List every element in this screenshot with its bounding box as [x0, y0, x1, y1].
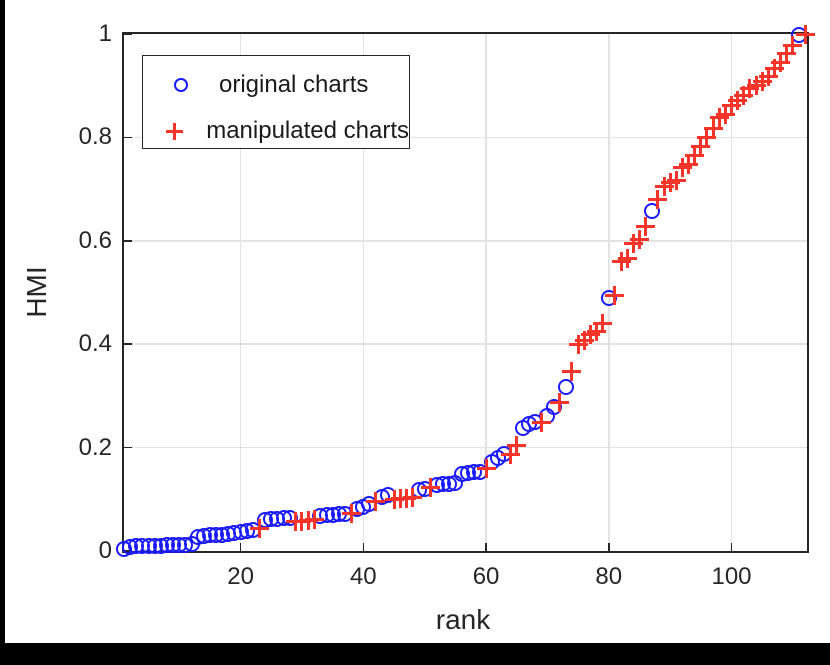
y-gridline [124, 240, 807, 242]
data-point-manipulated [668, 173, 672, 193]
y-tick-label: 0.6 [78, 226, 112, 254]
data-point-manipulated [705, 127, 709, 147]
y-tick-mark [124, 240, 132, 242]
data-point-manipulated [601, 314, 605, 334]
data-point-manipulated [349, 503, 353, 523]
data-point-manipulated [484, 459, 488, 479]
manipulated-plus-marker-icon [143, 122, 206, 140]
data-point-manipulated [754, 76, 758, 96]
data-point-manipulated [595, 322, 599, 342]
data-point-manipulated [785, 44, 789, 64]
data-point-manipulated [515, 435, 519, 455]
data-point-manipulated [558, 392, 562, 412]
y-tick-mark [124, 343, 132, 345]
x-tick-label: 100 [711, 563, 752, 590]
y-gridline [124, 446, 807, 449]
x-tick-mark [608, 543, 610, 551]
legend-box: original charts manipulated charts [142, 55, 410, 149]
x-tick-mark [239, 543, 242, 551]
legend-item-original: original charts [143, 65, 409, 105]
data-point-manipulated [760, 72, 764, 92]
y-tick-label: 0.4 [78, 330, 112, 358]
data-point-manipulated [631, 233, 635, 253]
data-point-original [643, 202, 660, 219]
y-gridline [124, 343, 807, 345]
y-tick-mark [124, 136, 132, 139]
x-gridline [730, 34, 733, 551]
data-point-manipulated [730, 95, 734, 115]
x-tick-label: 80 [595, 563, 623, 590]
y-tick-mark [124, 33, 132, 35]
data-point-manipulated [693, 145, 697, 165]
data-point-manipulated [374, 492, 378, 512]
data-point-manipulated [509, 445, 513, 465]
data-point-manipulated [711, 119, 715, 139]
x-tick-label: 20 [227, 563, 254, 590]
data-point-manipulated [748, 78, 752, 98]
data-point-manipulated [687, 154, 691, 174]
x-gridline [362, 34, 365, 551]
x-tick-label: 60 [472, 563, 500, 590]
data-point-manipulated [699, 137, 703, 157]
data-point-manipulated [410, 488, 414, 508]
data-point-manipulated [736, 90, 740, 110]
data-point-manipulated [742, 85, 746, 105]
data-point-manipulated [723, 104, 727, 124]
original-circle-marker-icon [143, 78, 219, 92]
data-point-manipulated [619, 251, 623, 271]
data-point-manipulated [766, 66, 770, 86]
data-point-manipulated [637, 230, 641, 250]
data-point-manipulated [257, 519, 261, 539]
data-point-manipulated [662, 177, 666, 196]
legend-label-manipulated: manipulated charts [206, 117, 409, 144]
y-tick-label: 1 [98, 20, 112, 47]
data-point-manipulated [625, 249, 629, 269]
data-point-manipulated [582, 330, 586, 350]
y-tick-mark [124, 446, 132, 449]
data-point-manipulated [791, 35, 795, 55]
data-point-manipulated [570, 361, 574, 381]
legend-label-original: original charts [219, 71, 369, 98]
data-point-manipulated [539, 413, 543, 433]
data-point-manipulated [803, 24, 807, 44]
x-tick-mark [362, 543, 365, 551]
data-point-manipulated [717, 108, 721, 128]
x-gridline [239, 34, 242, 551]
legend-item-manipulated: manipulated charts [143, 111, 409, 151]
data-point-manipulated [429, 478, 433, 498]
y-tick-label: 0.2 [78, 433, 112, 461]
data-point-manipulated [613, 286, 617, 306]
x-axis-label: rank [435, 604, 491, 635]
screen-edge-left [0, 0, 5, 665]
y-gridline [124, 136, 807, 139]
y-tick-label: 0.8 [78, 123, 112, 151]
data-point-manipulated [588, 325, 592, 345]
x-tick-mark [730, 543, 733, 551]
data-point-manipulated [312, 510, 316, 530]
y-axis-label: HMI [21, 266, 52, 318]
data-point-manipulated [656, 189, 660, 209]
data-point-manipulated [779, 52, 783, 72]
x-tick-label: 40 [349, 563, 377, 590]
data-point-manipulated [644, 216, 648, 236]
x-gridline [485, 34, 487, 551]
screen-edge-bottom [0, 643, 830, 665]
y-tick-label: 0 [98, 537, 112, 564]
x-tick-mark [485, 543, 487, 551]
data-point-original [557, 378, 574, 395]
data-point-manipulated [674, 171, 678, 191]
data-point-manipulated [772, 59, 776, 79]
data-point-manipulated [576, 334, 580, 354]
data-point-manipulated [680, 157, 684, 177]
